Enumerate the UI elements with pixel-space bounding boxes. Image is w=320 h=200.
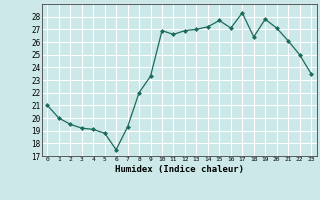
X-axis label: Humidex (Indice chaleur): Humidex (Indice chaleur): [115, 165, 244, 174]
